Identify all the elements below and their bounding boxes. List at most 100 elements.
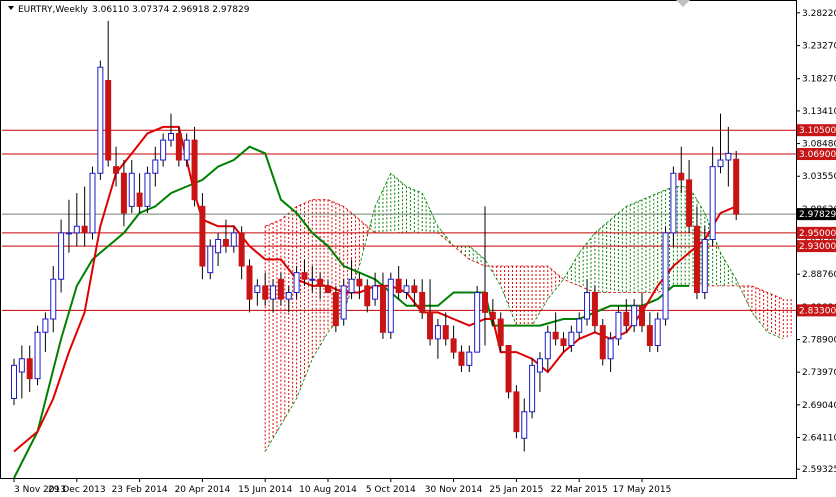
candle[interactable] [584, 279, 591, 326]
candle[interactable] [160, 133, 167, 167]
candle[interactable] [560, 332, 567, 353]
candle[interactable] [11, 358, 17, 406]
candle[interactable] [348, 259, 355, 300]
candle[interactable] [144, 166, 151, 213]
candle[interactable] [646, 312, 653, 353]
candle[interactable] [332, 285, 339, 333]
candle[interactable] [277, 272, 284, 306]
candle-body-bear [395, 278, 402, 293]
candle[interactable] [136, 173, 143, 213]
candle[interactable] [270, 279, 277, 313]
candle[interactable] [285, 285, 292, 313]
candle[interactable] [576, 312, 583, 339]
candle[interactable] [466, 345, 473, 373]
candle[interactable] [733, 150, 740, 221]
candle[interactable] [631, 299, 638, 333]
candle[interactable] [599, 319, 606, 366]
candle[interactable] [379, 272, 386, 339]
candle[interactable] [58, 219, 65, 293]
candle[interactable] [458, 345, 465, 373]
candle[interactable] [450, 325, 457, 359]
candle[interactable] [175, 126, 182, 167]
candle[interactable] [50, 266, 57, 333]
candle[interactable] [497, 312, 504, 353]
candle[interactable] [693, 206, 700, 300]
candle[interactable] [536, 352, 543, 392]
candle[interactable] [340, 279, 347, 326]
candle[interactable] [544, 325, 551, 372]
candle[interactable] [709, 146, 716, 247]
candle[interactable] [678, 146, 685, 194]
candle[interactable] [372, 272, 379, 306]
candle[interactable] [230, 226, 237, 253]
candle[interactable] [42, 312, 49, 353]
candle[interactable] [356, 272, 363, 300]
chart-menu-arrow-icon[interactable] [8, 6, 14, 10]
candle[interactable] [395, 266, 402, 300]
candle[interactable] [701, 226, 708, 300]
candle[interactable] [73, 193, 80, 247]
candle[interactable] [254, 279, 261, 306]
candle[interactable] [387, 272, 394, 339]
candle[interactable] [434, 319, 441, 359]
candle[interactable] [89, 166, 96, 240]
candle[interactable] [568, 325, 575, 353]
candle[interactable] [489, 299, 496, 326]
candle[interactable] [317, 272, 324, 300]
candle[interactable] [207, 239, 214, 280]
candle[interactable] [686, 160, 693, 233]
candle-body-bull [215, 239, 222, 254]
candle[interactable] [18, 345, 25, 399]
candle[interactable] [34, 325, 41, 386]
candle[interactable] [717, 113, 724, 174]
candle[interactable] [591, 285, 598, 333]
candle[interactable] [65, 199, 72, 253]
candle[interactable] [113, 146, 120, 187]
candle[interactable] [607, 332, 614, 372]
candle[interactable] [246, 259, 253, 313]
candle[interactable] [183, 133, 190, 167]
candle-body-bull [285, 292, 292, 300]
candle[interactable] [482, 206, 488, 346]
candle[interactable] [513, 385, 520, 439]
candle[interactable] [238, 226, 245, 280]
candle[interactable] [152, 146, 159, 187]
candle[interactable] [191, 126, 198, 207]
candle[interactable] [222, 219, 229, 253]
candle[interactable] [97, 60, 104, 180]
candle[interactable] [474, 285, 481, 353]
candle[interactable] [505, 345, 512, 399]
candle[interactable] [120, 160, 127, 227]
candle[interactable] [199, 193, 206, 280]
candle-body-bear [733, 158, 740, 215]
candle[interactable] [639, 292, 645, 333]
candle[interactable] [662, 226, 669, 326]
candle[interactable] [262, 272, 269, 306]
candle[interactable] [521, 398, 528, 452]
candle[interactable] [552, 312, 559, 346]
candle[interactable] [215, 232, 222, 266]
shift-marker-icon[interactable] [676, 0, 690, 7]
candle[interactable] [128, 160, 135, 213]
candle[interactable] [670, 166, 677, 247]
candle[interactable] [168, 113, 174, 147]
candle[interactable] [81, 186, 88, 247]
candle[interactable] [442, 312, 449, 346]
candle[interactable] [105, 20, 112, 167]
candle[interactable] [427, 279, 434, 346]
candle[interactable] [293, 266, 300, 300]
candle[interactable] [309, 266, 316, 293]
candle[interactable] [615, 305, 622, 346]
candle[interactable] [301, 259, 308, 286]
candle[interactable] [364, 279, 371, 313]
candle[interactable] [654, 312, 661, 353]
candle[interactable] [403, 279, 410, 300]
candle[interactable] [411, 279, 418, 306]
candle[interactable] [623, 299, 630, 333]
candle[interactable] [419, 279, 426, 319]
candle[interactable] [26, 345, 33, 392]
candle[interactable] [529, 358, 536, 419]
candle[interactable] [325, 279, 331, 293]
candle[interactable] [725, 126, 732, 187]
